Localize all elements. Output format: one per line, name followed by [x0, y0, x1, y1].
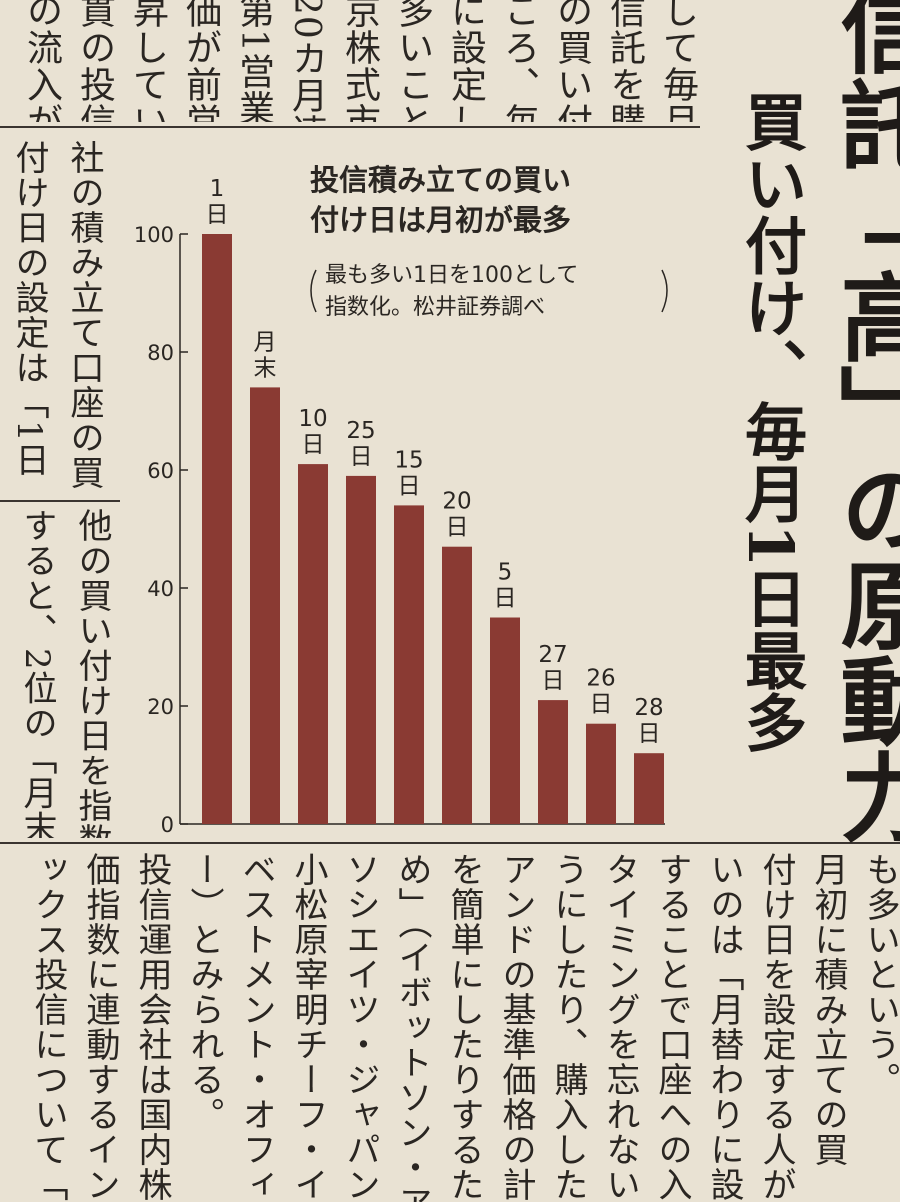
chart-title-line: 付け日は月初が最多	[310, 203, 571, 237]
bar-label-line: 28	[634, 695, 663, 721]
bar-label-line: 25	[346, 418, 375, 444]
y-tick-label: 100	[134, 223, 174, 247]
text-column: 京株式市	[339, 0, 380, 122]
bar-label-line: 日	[398, 473, 421, 499]
bar-28日	[634, 753, 664, 824]
bar-label-line: 1	[210, 176, 225, 202]
bar-label-line: 26	[586, 666, 615, 692]
text-column: め」（イボットソン・ア	[392, 852, 432, 1202]
text-column: して毎月	[657, 0, 698, 122]
chart-title-line: 投信積み立ての買い	[310, 163, 571, 197]
y-tick-label: 40	[147, 577, 174, 601]
top-divider	[0, 126, 700, 128]
bar-label: 15 日	[394, 447, 423, 499]
y-tick-label: 20	[147, 695, 174, 719]
y-tick-label: 60	[147, 459, 174, 483]
bar-20日	[442, 546, 472, 824]
text-column: 20カ月連	[286, 0, 327, 122]
text-column: 信託を購	[604, 0, 645, 122]
bar-5日	[490, 617, 520, 824]
text-column: 小松原宰明チーフ・イ	[288, 852, 328, 1202]
bar-label-line: 日	[494, 586, 517, 612]
bar-label-char: 末	[254, 355, 277, 381]
text-column: うにしたり、購入した	[548, 852, 588, 1202]
text-column: 第1営業	[233, 0, 274, 122]
bar-label-line: 日	[590, 692, 613, 718]
text-column: 価指数に連動するイン	[80, 852, 120, 1202]
text-column: 貫の投信	[74, 0, 115, 122]
text-column: すると、2位の「月末」	[17, 508, 57, 838]
text-column: 投信運用会社は国内株	[132, 852, 172, 1202]
bar-1日	[202, 234, 232, 824]
text-column: 昇してい	[127, 0, 168, 122]
text-column: の流入が	[21, 0, 62, 122]
y-tick-label: 0	[161, 813, 174, 837]
note-bracket-left	[310, 269, 317, 313]
bar-label-char: 月	[254, 329, 277, 355]
text-column: ー）とみられる。	[184, 852, 224, 1132]
bar-15日	[394, 505, 424, 824]
chart-note-line: 指数化。松井証券調べ	[325, 295, 545, 320]
text-column: の買い付	[551, 0, 592, 122]
text-column: ころ、毎	[498, 0, 539, 122]
text-column: 社の積み立て口座の買い	[64, 140, 104, 495]
bar-label-line: 日	[638, 721, 661, 747]
text-column: 付け日の設定は「1日（月	[9, 140, 49, 495]
bar-10日	[298, 464, 328, 824]
left-column-divider	[0, 500, 120, 502]
headline-main: 買い付け、毎月1日最多	[734, 90, 807, 754]
bar-27日	[538, 700, 568, 824]
bar-label-line: 日	[446, 515, 469, 541]
text-column: 価が前営	[180, 0, 221, 122]
bar-label-line: 日	[350, 444, 373, 470]
text-column: いのは「月替わりに設	[704, 852, 744, 1202]
text-column: 月初に積み立ての買	[808, 852, 848, 1167]
note-bracket-right	[661, 269, 668, 313]
bar-label-line: 日	[302, 432, 325, 458]
text-column: ベストメント・オフィサ	[236, 852, 276, 1202]
bar-label: 月末	[254, 329, 277, 381]
bar-label-line: 27	[538, 642, 567, 668]
text-column: 付け日を設定する人が	[756, 852, 796, 1202]
text-column: ソシエイツ・ジャパンの	[340, 852, 380, 1202]
text-column: することで口座への入	[652, 852, 692, 1202]
bar-label: 25 日	[346, 418, 375, 470]
text-column: タイミングを忘れない	[600, 852, 640, 1202]
bars	[202, 234, 664, 824]
bottom-divider	[0, 842, 900, 844]
bar-label: 20 日	[442, 489, 471, 541]
bar-label-line: 日	[542, 668, 565, 694]
text-column: アンドの基準価格の計	[496, 852, 536, 1202]
bar-label: 28 日	[634, 695, 663, 747]
y-tick-label: 80	[147, 341, 174, 365]
bar-月末	[250, 387, 280, 824]
bar-label-line: 20	[442, 489, 471, 515]
bar-label-line: 15	[394, 447, 423, 473]
bar-label-line: 5	[498, 560, 513, 586]
bar-label-line: 10	[298, 406, 327, 432]
bar-25日	[346, 475, 376, 824]
bar-label-line: 日	[206, 202, 229, 228]
bar-26日	[586, 723, 616, 824]
text-column: に設定し	[445, 0, 486, 122]
bar-label: 10 日	[298, 406, 327, 458]
bar-label: 26 日	[586, 666, 615, 718]
text-column: を簡単にしたりするた	[444, 852, 484, 1202]
text-column: も多いという。	[860, 852, 900, 1097]
bar-label: 27 日	[538, 642, 567, 694]
text-column: 多いこと	[392, 0, 433, 122]
chart-note-line: 最も多い1日を100として	[325, 263, 578, 288]
text-column: 他の買い付け日を指数化	[72, 508, 112, 838]
headline-partial: 信託「高」の原動力	[824, 0, 900, 844]
text-column: ックス投信について「フ	[28, 852, 68, 1202]
